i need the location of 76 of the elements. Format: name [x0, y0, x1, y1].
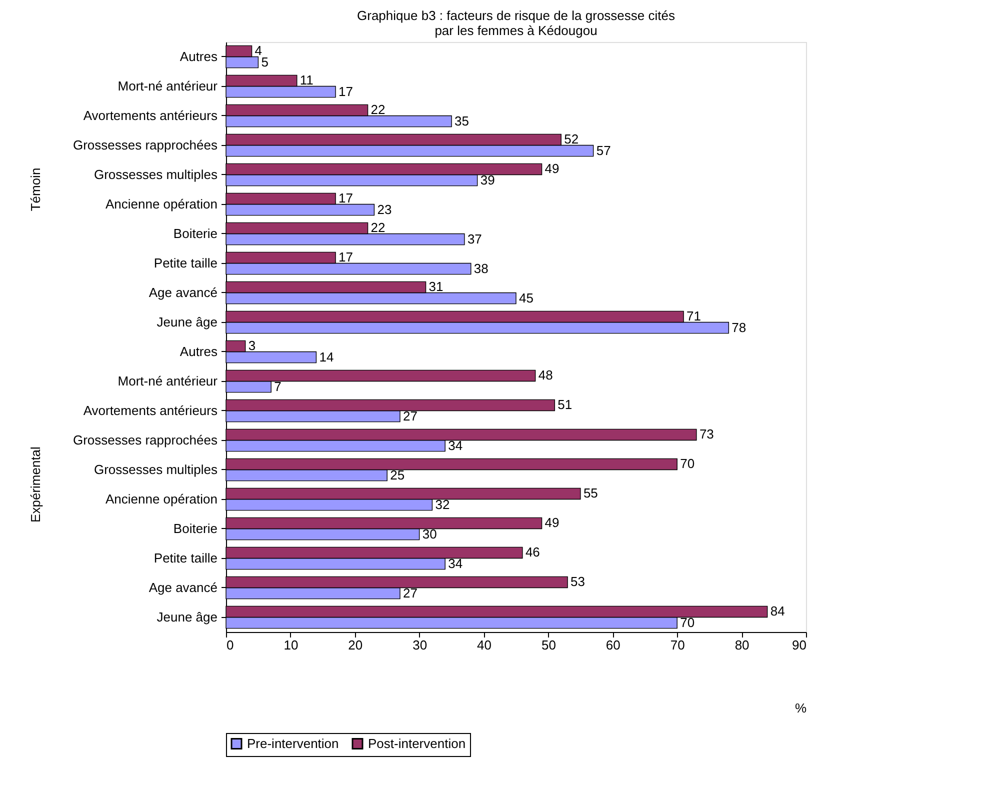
- data-label: 17: [338, 250, 354, 265]
- data-label: 84: [770, 604, 785, 619]
- y-tick-label: Age avancé: [148, 284, 218, 300]
- data-label: 22: [370, 220, 386, 236]
- data-label: 4: [254, 43, 262, 58]
- data-label: 53: [570, 574, 586, 590]
- data-label: 45: [519, 290, 534, 306]
- y-tick-label: Jeune âge: [156, 609, 218, 624]
- data-label: 17: [338, 84, 354, 99]
- data-label: 14: [319, 349, 334, 364]
- y-tick-label: Avortements antérieurs: [83, 108, 218, 123]
- chart-title: Graphique b3 : facteurs de risque de la grossesse cités par les femmes à Kédougou: [357, 8, 676, 38]
- data-label: 34: [448, 556, 463, 571]
- legend-label: Post-intervention: [368, 736, 466, 751]
- data-label: 51: [558, 397, 572, 412]
- data-label: 35: [454, 113, 470, 128]
- data-label: 39: [480, 172, 495, 188]
- y-tick-label: Autres: [180, 48, 218, 64]
- data-label: 55: [583, 486, 598, 501]
- x-tick-label: 40: [477, 638, 492, 652]
- data-label: 11: [300, 72, 314, 88]
- x-tick-label: 90: [792, 638, 806, 652]
- data-label: 27: [403, 585, 418, 600]
- x-tick-label: 30: [412, 638, 428, 652]
- y-tick-label: Ancienne opération: [105, 196, 218, 212]
- data-label: 70: [680, 614, 695, 630]
- data-label: 52: [564, 132, 579, 147]
- data-label: 57: [596, 142, 611, 158]
- data-label: 3: [248, 338, 256, 354]
- y-tick-label: Grossesses rapprochées: [72, 432, 218, 448]
- data-label: 5: [261, 54, 268, 70]
- data-label: 7: [274, 378, 282, 394]
- text: Témoin: [28, 168, 43, 212]
- data-label: 32: [435, 496, 450, 512]
- data-label: 30: [422, 526, 437, 542]
- y-tick-label: Avortements antérieurs: [83, 402, 218, 418]
- data-label: 37: [467, 231, 482, 246]
- x-tick-label: 0: [226, 638, 234, 652]
- y-tick-label: Petite taille: [154, 255, 218, 270]
- text: Expérimental: [28, 446, 43, 522]
- data-label: 46: [525, 544, 540, 560]
- data-label: 31: [428, 279, 444, 294]
- y-tick-label: Mort-né antérieur: [118, 373, 218, 388]
- y-tick-label: Age avancé: [148, 580, 218, 595]
- data-label: 38: [474, 260, 488, 276]
- y-tick-label: Autres: [180, 344, 218, 359]
- x-tick-label: 60: [606, 638, 620, 652]
- x-tick-label: 20: [348, 638, 363, 652]
- data-label: 49: [544, 161, 560, 176]
- x-axis-title: %: [794, 700, 807, 716]
- data-label: 73: [699, 426, 714, 442]
- x-tick-label: 70: [670, 638, 685, 652]
- y-tick-label: Grossesses multiples: [94, 166, 218, 182]
- y-tick-label: Boiterie: [173, 520, 218, 536]
- data-label: 70: [680, 456, 695, 472]
- x-tick-label: 80: [734, 638, 750, 652]
- y-tick-label: Boiterie: [173, 226, 218, 241]
- data-label: 78: [732, 320, 746, 335]
- data-label: 48: [538, 368, 553, 383]
- data-label: 27: [403, 408, 418, 424]
- x-tick-label: 50: [541, 638, 556, 652]
- data-label: 71: [686, 308, 702, 324]
- y-tick-label: Grossesses rapprochées: [72, 137, 218, 152]
- y-tick-label: Petite taille: [154, 550, 218, 566]
- y-tick-label: Mort-né antérieur: [118, 78, 218, 94]
- y-tick-label: Ancienne opération: [105, 491, 218, 506]
- y-tick-label: Grossesses multiples: [94, 462, 218, 477]
- data-label: 34: [448, 438, 463, 453]
- data-label: 49: [544, 515, 560, 530]
- data-label: 22: [370, 102, 386, 118]
- legend-label: Pre-intervention: [247, 736, 339, 751]
- data-label: 25: [390, 467, 405, 482]
- x-tick-label: 10: [284, 638, 298, 652]
- data-label: 23: [377, 202, 392, 217]
- y-tick-label: Jeune âge: [156, 314, 218, 330]
- data-label: 17: [338, 190, 354, 206]
